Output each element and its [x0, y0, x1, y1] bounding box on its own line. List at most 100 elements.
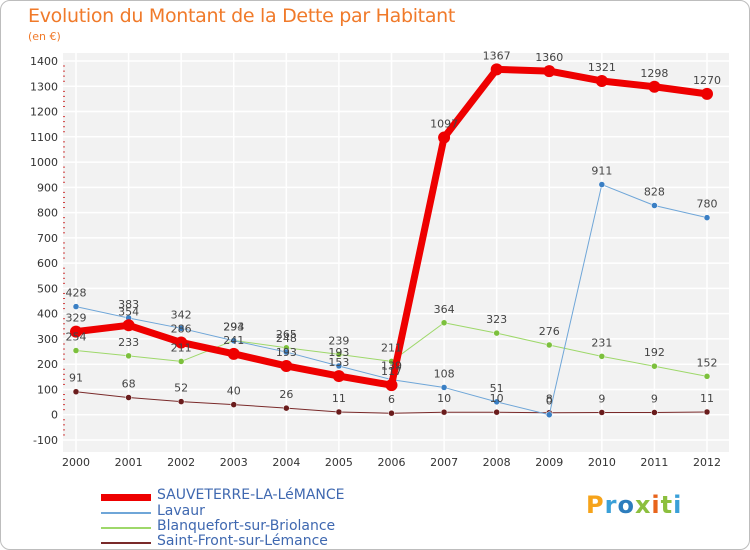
data-label: 364 [434, 303, 455, 316]
data-point [177, 358, 185, 365]
data-label: 26 [279, 388, 293, 401]
x-tick-label: 2012 [693, 456, 721, 469]
data-label: 91 [69, 372, 83, 385]
proxiti-logo: Proxiti [586, 491, 682, 519]
x-tick-label: 2007 [430, 456, 458, 469]
data-point [177, 398, 185, 405]
data-point [493, 329, 500, 337]
logo-letter: x [634, 491, 652, 519]
data-point [703, 408, 711, 416]
x-tick-label: 2000 [62, 456, 90, 469]
data-point [651, 409, 658, 416]
logo-letter: P [586, 491, 605, 519]
data-label: 911 [591, 165, 612, 178]
x-tick-label: 2006 [378, 456, 406, 469]
data-label: 10 [437, 392, 451, 405]
data-point [335, 362, 343, 370]
data-label: 276 [539, 325, 560, 338]
data-point [72, 303, 80, 310]
x-tick-label: 2009 [535, 456, 563, 469]
data-label: 265 [276, 328, 297, 341]
data-point [280, 359, 293, 372]
y-tick-label: 900 [37, 181, 58, 194]
y-tick-label: 500 [37, 282, 58, 295]
data-label: 294 [223, 320, 244, 333]
plot-area [63, 53, 729, 452]
logo-letter: o [617, 491, 635, 519]
data-point [283, 348, 290, 356]
data-point [385, 379, 398, 392]
data-label: 383 [118, 298, 139, 311]
x-tick-label: 2008 [483, 456, 511, 469]
data-point [230, 401, 237, 408]
data-point [283, 404, 290, 412]
data-label: 342 [171, 308, 192, 321]
data-point [490, 63, 503, 76]
data-point [125, 352, 132, 360]
data-label: 780 [697, 198, 718, 211]
y-tick-label: 1300 [30, 80, 58, 93]
y-tick-label: 0 [51, 409, 58, 422]
data-label: 152 [697, 356, 718, 369]
data-point [543, 65, 556, 78]
data-point [125, 394, 132, 401]
data-label: 233 [118, 336, 139, 349]
legend-label: Blanquefort-sur-Briolance [157, 518, 336, 534]
data-label: 52 [174, 382, 188, 395]
data-point [177, 325, 185, 332]
chart-title: Evolution du Montant de la Dette par Hab… [28, 5, 456, 27]
data-label: 428 [66, 287, 87, 300]
data-point [388, 409, 395, 417]
data-label: 193 [328, 346, 349, 359]
data-point [122, 319, 135, 332]
legend-swatch [101, 494, 151, 501]
legend-label: SAUVETERRE-LA-LéMANCE [157, 487, 345, 503]
data-label: 329 [66, 312, 87, 325]
data-point [546, 341, 553, 349]
y-tick-label: 1100 [30, 131, 58, 144]
data-label: 211 [381, 341, 402, 354]
data-label: 231 [591, 336, 612, 349]
data-point [335, 408, 343, 416]
data-point [175, 336, 188, 349]
x-tick-label: 2011 [640, 456, 668, 469]
data-label: 11 [700, 392, 714, 405]
y-tick-label: 600 [37, 257, 58, 270]
data-point [703, 373, 711, 380]
data-point [703, 214, 711, 221]
data-label: 153 [328, 356, 349, 369]
data-point [440, 408, 448, 416]
y-tick-label: 700 [37, 232, 58, 245]
data-point [70, 325, 82, 338]
chart-unit-label: (en €) [28, 30, 61, 43]
y-tick-label: -100 [33, 434, 58, 447]
data-point [227, 347, 240, 360]
data-label: 1097 [430, 118, 458, 131]
data-point [598, 353, 606, 360]
data-point [598, 409, 606, 416]
logo-letter: r [604, 491, 618, 519]
data-label: 354 [118, 305, 139, 318]
data-point [332, 370, 345, 383]
y-tick-label: 100 [37, 383, 58, 396]
x-tick-label: 2003 [220, 456, 248, 469]
data-label: 211 [171, 341, 192, 354]
y-tick-label: 1000 [30, 156, 58, 169]
data-label: 139 [381, 360, 402, 373]
data-label: 293 [223, 321, 244, 334]
logo-letter: i [651, 491, 661, 519]
data-label: 10 [490, 392, 504, 405]
data-label: 51 [490, 382, 504, 395]
data-point [72, 388, 80, 395]
data-point [546, 411, 553, 418]
data-label: 117 [381, 365, 402, 378]
data-label: 40 [227, 385, 241, 398]
data-point [651, 202, 658, 209]
data-label: 286 [171, 322, 192, 335]
y-tick-label: 300 [37, 333, 58, 346]
data-label: 6 [388, 393, 395, 406]
data-label: 9 [651, 392, 658, 405]
data-point [440, 319, 448, 327]
data-label: 192 [644, 346, 665, 359]
data-point [438, 131, 451, 144]
